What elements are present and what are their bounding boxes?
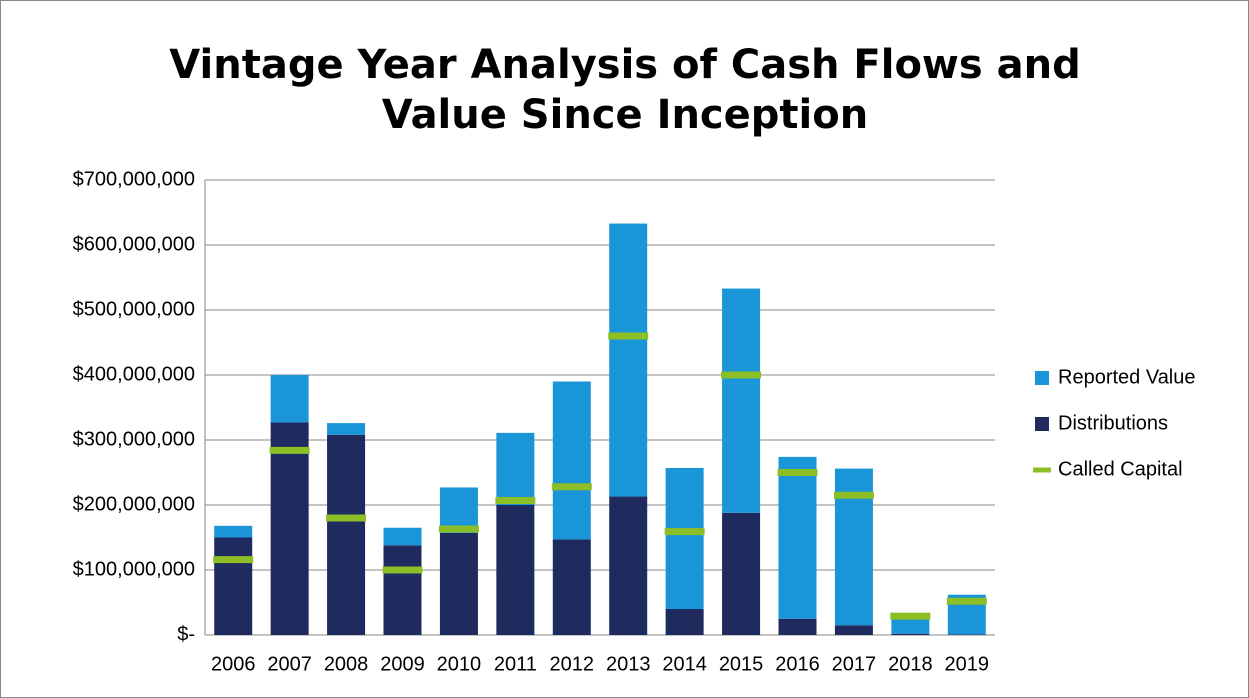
y-tick-label: $500,000,000 [73, 298, 195, 320]
y-tick-label: $600,000,000 [73, 233, 195, 255]
x-tick-label: 2008 [324, 653, 369, 675]
bar [327, 423, 366, 435]
x-tick-label: 2019 [945, 653, 990, 675]
y-tick-label: $- [177, 623, 195, 645]
x-tick-label: 2007 [267, 653, 312, 675]
y-tick-label: $300,000,000 [73, 428, 195, 450]
bar [439, 532, 478, 635]
legend-label: Distributions [1058, 412, 1168, 434]
bar [327, 434, 366, 635]
x-tick-label: 2011 [494, 653, 537, 675]
bar [609, 223, 648, 497]
x-tick-label: 2017 [832, 653, 877, 675]
legend-label: Called Capital [1058, 458, 1183, 480]
bar [665, 467, 704, 609]
x-tick-label: 2018 [888, 653, 933, 675]
x-tick-label: 2006 [211, 653, 256, 675]
x-tick-label: 2012 [550, 653, 595, 675]
legend-label: Reported Value [1058, 366, 1196, 388]
bar [834, 625, 873, 635]
bar [609, 496, 648, 635]
bar [891, 633, 930, 635]
bar [552, 381, 591, 540]
bar [552, 539, 591, 635]
bar [778, 618, 817, 635]
chart-title: Vintage Year Analysis of Cash Flows and … [169, 42, 1081, 138]
legend-swatch [1035, 371, 1049, 385]
bar [214, 537, 253, 635]
bar [270, 422, 309, 635]
bar [722, 288, 761, 513]
bar [778, 456, 817, 619]
x-tick-label: 2015 [719, 653, 764, 675]
x-tick-label: 2010 [437, 653, 482, 675]
bar [439, 487, 478, 533]
bar [496, 505, 535, 635]
bar [270, 375, 309, 423]
bar [722, 512, 761, 635]
x-tick-label: 2016 [775, 653, 820, 675]
bar [383, 545, 422, 635]
x-tick-label: 2009 [380, 653, 425, 675]
x-tick-label: 2013 [606, 653, 651, 675]
y-tick-label: $400,000,000 [73, 363, 195, 385]
bar [947, 634, 986, 635]
y-tick-label: $200,000,000 [73, 493, 195, 515]
x-tick-label: 2014 [662, 653, 707, 675]
bar [214, 525, 253, 538]
y-tick-label: $100,000,000 [73, 558, 195, 580]
bar [496, 432, 535, 505]
bar [383, 527, 422, 546]
legend-swatch [1035, 417, 1049, 431]
bar [891, 618, 930, 634]
bar [665, 609, 704, 635]
y-tick-label: $700,000,000 [73, 168, 195, 190]
